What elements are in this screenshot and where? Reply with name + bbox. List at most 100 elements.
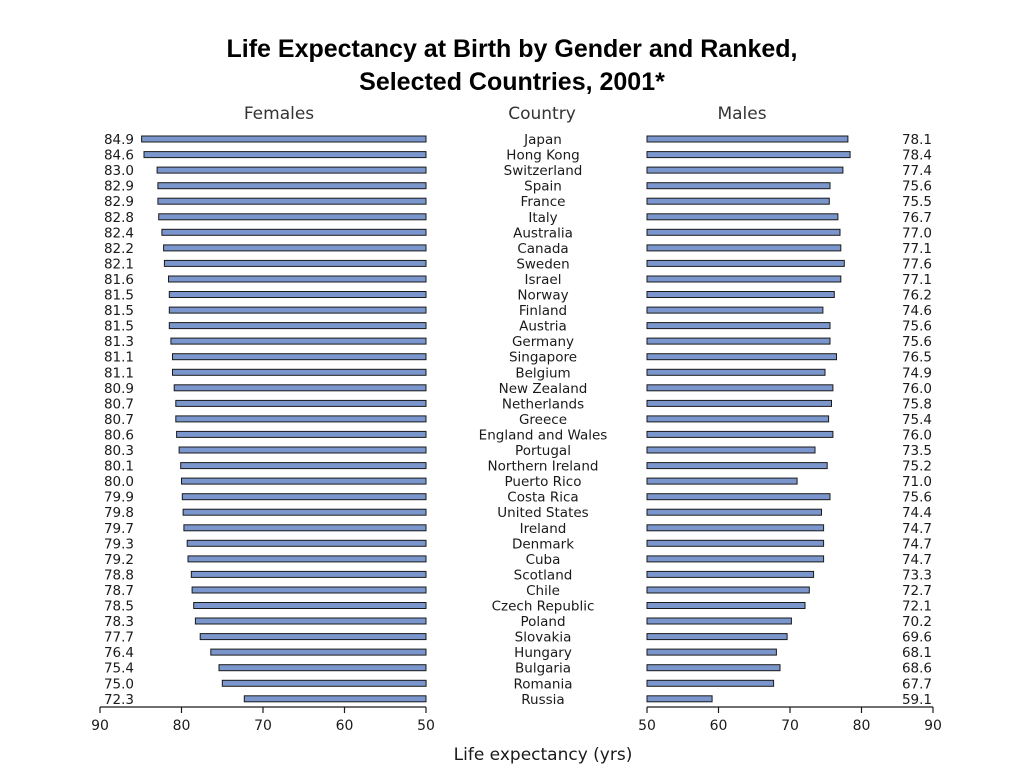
males-header: Males [717,104,766,124]
female-bar-england-and-wales [176,430,427,438]
country-label-costa-rica: Costa Rica [507,490,578,506]
male-value-slovakia: 69.6 [902,630,932,646]
country-label-australia: Australia [513,225,573,241]
female-bar-israel [168,275,427,283]
female-bar-greece [175,415,427,423]
chart-title-line-1: Life Expectancy at Birth by Gender and R… [226,35,798,63]
chart-title-line-2: Selected Countries, 2001* [359,68,665,96]
male-value-greece: 75.4 [902,412,932,428]
male-value-japan: 78.1 [902,132,932,148]
country-label-slovakia: Slovakia [515,630,572,646]
female-value-chile: 78.7 [104,583,134,599]
country-label-puerto-rico: Puerto Rico [505,474,582,490]
male-bar-hong-kong [646,151,851,159]
male-bar-japan [646,135,849,143]
male-value-italy: 76.7 [902,210,932,226]
male-value-scotland: 73.3 [902,567,932,583]
country-label-italy: Italy [528,210,557,226]
axes-layer: 90 80 70 60 50 50 60 70 80 90 [91,706,942,734]
male-value-australia: 77.0 [902,225,932,241]
female-value-cuba: 79.2 [104,552,134,568]
male-bar-new-zealand [646,384,834,392]
country-label-northern-ireland: Northern Ireland [488,459,599,475]
female-bar-singapore [172,353,427,361]
country-header: Country [508,104,576,124]
country-label-greece: Greece [519,412,567,428]
female-bar-hong-kong [143,151,427,159]
male-bar-cuba [646,555,825,563]
male-bar-austria [646,322,831,330]
male-value-austria: 75.6 [902,319,932,335]
female-bar-chile [191,586,427,594]
female-bar-sweden [163,259,427,267]
chart-title: Life Expectancy at Birth by Gender and R… [0,33,1024,99]
female-bar-france [157,197,427,205]
females-header: Females [244,104,314,124]
female-value-japan: 84.9 [104,132,134,148]
male-value-romania: 67.7 [902,676,932,692]
country-label-czech-republic: Czech Republic [492,599,595,615]
female-bar-new-zealand [173,384,427,392]
female-bar-netherlands [175,399,427,407]
male-value-united-states: 74.4 [902,505,932,521]
country-label-canada: Canada [517,241,568,257]
female-value-united-states: 79.8 [104,505,134,521]
female-bar-slovakia [199,633,427,641]
female-value-australia: 82.4 [104,225,134,241]
female-value-sweden: 82.1 [104,256,134,272]
female-value-germany: 81.3 [104,334,134,350]
male-bar-puerto-rico [646,477,798,485]
country-label-new-zealand: New Zealand [499,381,588,397]
female-value-slovakia: 77.7 [104,630,134,646]
male-bar-chile [646,586,810,594]
female-value-romania: 75.0 [104,676,134,692]
male-value-new-zealand: 76.0 [902,381,932,397]
country-label-chile: Chile [526,583,560,599]
male-bar-germany [646,337,831,345]
male-bar-scotland [646,570,815,578]
male-bar-singapore [646,353,837,361]
male-value-poland: 70.2 [902,614,932,630]
female-bar-bulgaria [218,664,427,672]
male-value-costa-rica: 75.6 [902,490,932,506]
female-bar-hungary [210,648,427,656]
female-value-czech-republic: 78.5 [104,599,134,615]
female-bar-canada [163,244,427,252]
female-value-denmark: 79.3 [104,536,134,552]
country-label-netherlands: Netherlands [502,396,584,412]
male-bar-romania [646,679,775,687]
x-axis-label: Life expectancy (yrs) [454,745,633,765]
male-bar-france [646,197,830,205]
female-bar-cuba [187,555,427,563]
male-bar-australia [646,228,841,236]
male-value-northern-ireland: 75.2 [902,459,932,475]
female-tick-label-90: 90 [91,718,109,734]
male-bar-ireland [646,524,825,532]
male-value-hungary: 68.1 [902,645,932,661]
male-bar-italy [646,213,839,221]
country-label-belgium: Belgium [515,365,570,381]
male-value-czech-republic: 72.1 [902,599,932,615]
female-bar-northern-ireland [180,462,427,470]
male-tick-label-90: 90 [924,718,942,734]
female-value-bulgaria: 75.4 [104,661,134,677]
male-bar-denmark [646,539,825,547]
male-tick-label-60: 60 [710,718,728,734]
female-value-portugal: 80.3 [104,443,134,459]
country-label-germany: Germany [512,334,574,350]
female-bar-romania [221,679,427,687]
female-value-new-zealand: 80.9 [104,381,134,397]
female-tick-label-60: 60 [336,718,354,734]
female-bar-italy [158,213,427,221]
male-bar-hungary [646,648,777,656]
female-bar-puerto-rico [181,477,427,485]
bars-layer: 84.9 Japan 78.1 84.6 Hong Kong 78.4 83.0 Switze… [104,132,932,708]
female-value-netherlands: 80.7 [104,396,134,412]
male-value-france: 75.5 [902,194,932,210]
country-label-portugal: Portugal [515,443,571,459]
country-label-japan: Japan [523,132,562,148]
male-tick-label-70: 70 [781,718,799,734]
female-bar-japan [141,135,427,143]
male-bar-united-states [646,508,822,516]
